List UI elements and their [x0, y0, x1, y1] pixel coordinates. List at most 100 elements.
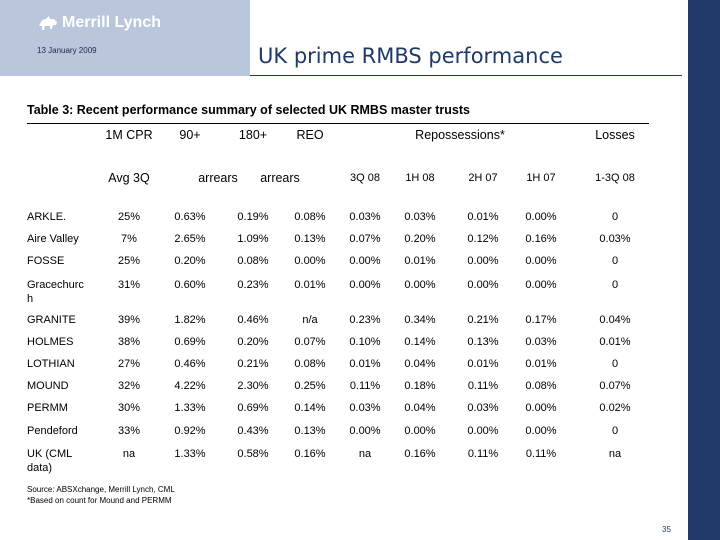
cell-cpr: 7% [121, 233, 137, 245]
cell-3q08: 0.11% [349, 380, 381, 392]
header-1h07: 1H 07 [526, 172, 556, 184]
cell-1h08: 0.34% [404, 314, 436, 326]
table-top-rule [27, 123, 649, 124]
cell-1h08: 0.00% [404, 279, 436, 291]
cell-180: 0.23% [237, 279, 269, 291]
cell-cpr: na [122, 448, 136, 460]
source-line: Source: ABSXchange, Merrill Lynch, CML [27, 485, 175, 494]
cell-1h08: 0.00% [404, 425, 436, 437]
cell-2h07: 0.00% [467, 425, 499, 437]
cell-2h07: 0.00% [467, 255, 499, 267]
header-repossessions: Repossessions* [415, 128, 505, 142]
side-accent-bar [688, 0, 720, 540]
cell-cpr: 30% [117, 402, 141, 414]
cell-losses: 0 [611, 255, 619, 267]
header-arrears-180: arrears [260, 171, 300, 185]
cell-reo: 0.16% [294, 448, 326, 460]
cell-1h07: 0.08% [525, 380, 557, 392]
row-label: Gracechurch [27, 279, 84, 305]
cell-2h07: 0.01% [467, 211, 499, 223]
cell-losses: 0.02% [599, 402, 631, 414]
cell-180: 0.20% [237, 336, 269, 348]
cell-cpr: 31% [117, 279, 141, 291]
cell-losses: na [608, 448, 622, 460]
row-label: FOSSE [27, 255, 65, 267]
cell-3q08: 0.07% [349, 233, 381, 245]
row-label: LOTHIAN [27, 358, 75, 370]
cell-180: 0.58% [237, 448, 269, 460]
header-1h08: 1H 08 [405, 172, 435, 184]
cell-3q08: 0.03% [349, 402, 381, 414]
cell-3q08: na [358, 448, 372, 460]
cell-losses: 0 [611, 211, 619, 223]
header-reo: REO [296, 128, 324, 142]
row-label: Aire Valley [27, 233, 79, 245]
cell-2h07: 0.11% [467, 448, 499, 460]
page-title: UK prime RMBS performance [258, 44, 563, 68]
cell-180: 1.09% [237, 233, 269, 245]
row-label: GRANITE [27, 314, 76, 326]
cell-reo: 0.14% [294, 402, 326, 414]
row-label: MOUND [27, 380, 69, 392]
cell-cpr: 32% [117, 380, 141, 392]
header-2h07: 2H 07 [468, 172, 498, 184]
table-title: Table 3: Recent performance summary of s… [27, 103, 470, 117]
logo-banner: Merrill Lynch 13 January 2009 [0, 0, 250, 76]
cell-180: 0.43% [237, 425, 269, 437]
cell-90: 0.46% [174, 358, 206, 370]
cell-losses: 0.07% [599, 380, 631, 392]
header-arrears-90: arrears [198, 171, 238, 185]
cell-losses: 0 [611, 358, 619, 370]
cell-3q08: 0.01% [349, 358, 381, 370]
cell-losses: 0.03% [599, 233, 631, 245]
cell-1h07: 0.00% [525, 402, 557, 414]
brand-logo: Merrill Lynch [37, 12, 161, 34]
cell-90: 0.20% [174, 255, 206, 267]
cell-1h08: 0.03% [404, 211, 436, 223]
cell-1h08: 0.18% [404, 380, 436, 392]
cell-3q08: 0.10% [349, 336, 381, 348]
cell-losses: 0 [611, 425, 619, 437]
cell-90: 1.33% [174, 402, 206, 414]
cell-2h07: 0.21% [467, 314, 499, 326]
cell-90: 0.60% [174, 279, 206, 291]
cell-3q08: 0.00% [349, 425, 381, 437]
row-label: HOLMES [27, 336, 74, 348]
cell-90: 0.63% [174, 211, 206, 223]
cell-cpr: 27% [117, 358, 141, 370]
row-label: ARKLE. [27, 211, 67, 223]
bull-icon [39, 16, 57, 30]
footnote-line: *Based on count for Mound and PERMM [27, 496, 172, 505]
cell-1h07: 0.00% [525, 211, 557, 223]
cell-180: 0.19% [237, 211, 269, 223]
cell-reo: 0.07% [294, 336, 326, 348]
cell-reo: 0.25% [294, 380, 326, 392]
brand-name: Merrill Lynch [62, 14, 161, 31]
cell-1h08: 0.14% [404, 336, 436, 348]
cell-3q08: 0.03% [349, 211, 381, 223]
cell-3q08: 0.23% [349, 314, 381, 326]
cell-reo: 0.13% [294, 233, 326, 245]
cell-90: 0.92% [174, 425, 206, 437]
cell-losses: 0.01% [599, 336, 631, 348]
cell-90: 0.69% [174, 336, 206, 348]
header-90-plus: 90+ [179, 128, 201, 142]
cell-1h07: 0.00% [525, 425, 557, 437]
source-notes: Source: ABSXchange, Merrill Lynch, CML *… [27, 484, 175, 506]
cell-180: 0.69% [237, 402, 269, 414]
header-180-plus: 180+ [238, 128, 268, 142]
cell-180: 0.46% [237, 314, 269, 326]
cell-1h07: 0.11% [525, 448, 557, 460]
cell-2h07: 0.01% [467, 358, 499, 370]
cell-cpr: 25% [117, 255, 141, 267]
cell-cpr: 38% [117, 336, 141, 348]
cell-2h07: 0.00% [467, 279, 499, 291]
header-avg-3q: Avg 3Q [108, 171, 150, 185]
cell-1h07: 0.00% [525, 255, 557, 267]
cell-90: 1.33% [174, 448, 206, 460]
cell-reo: 0.01% [294, 279, 326, 291]
report-date: 13 January 2009 [37, 46, 97, 55]
cell-180: 0.08% [237, 255, 269, 267]
cell-losses: 0.04% [599, 314, 631, 326]
cell-1h08: 0.20% [404, 233, 436, 245]
